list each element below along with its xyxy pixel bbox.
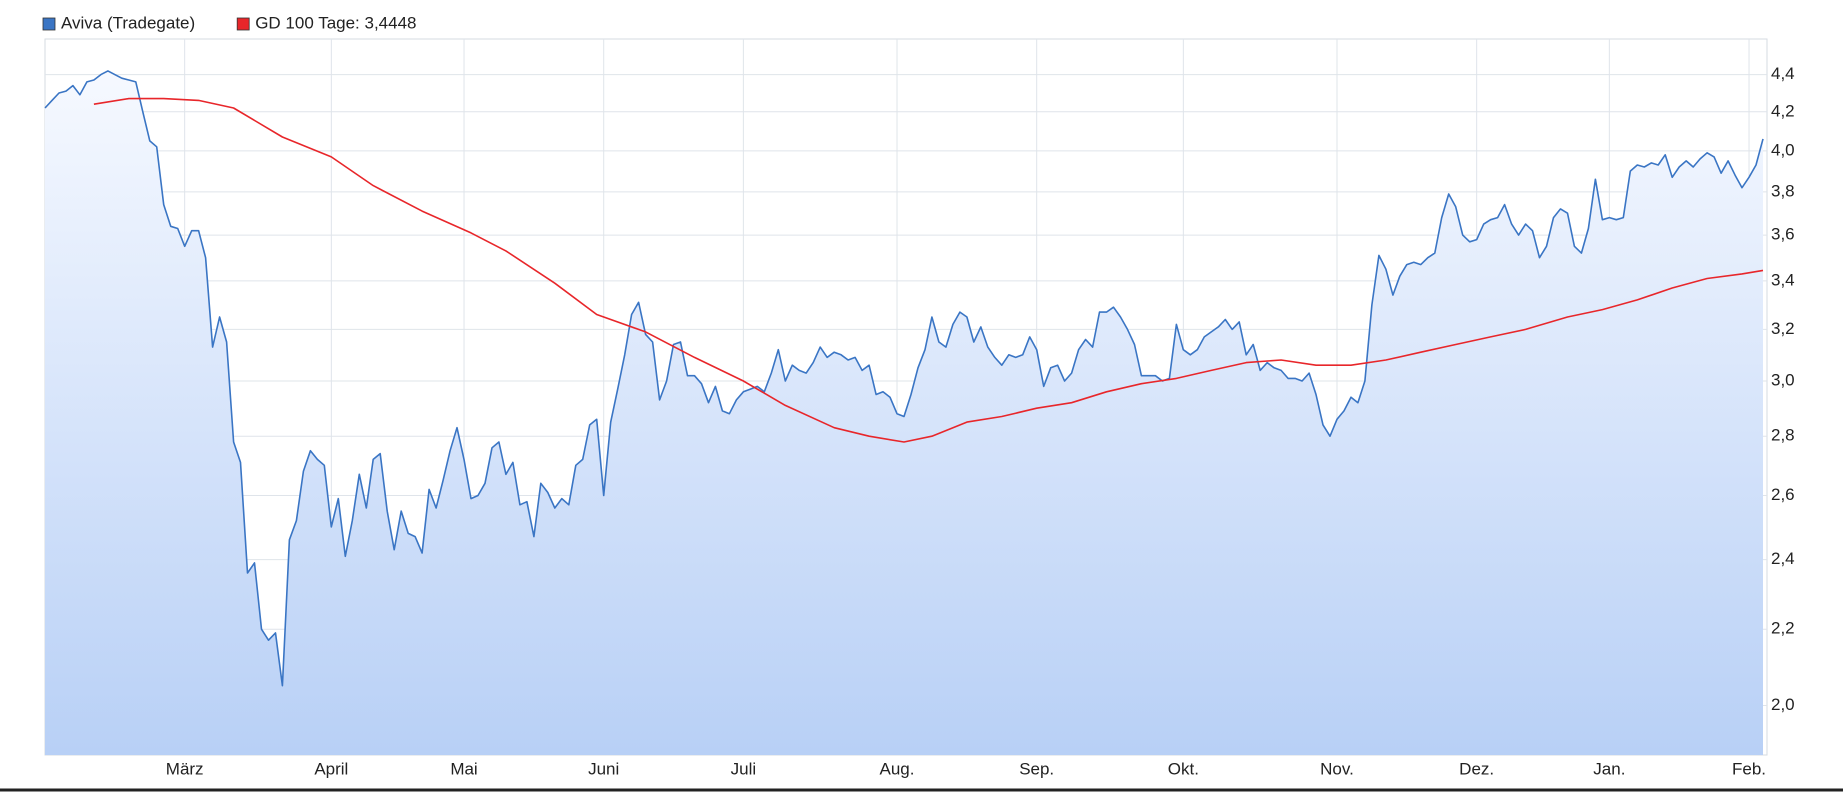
- line: [93, 97, 1764, 443]
- legend-swatch: [42, 17, 56, 31]
- y-tick-label: 3,8: [1771, 181, 1795, 200]
- legend-label: GD 100 Tage: 3,4448: [255, 13, 416, 32]
- y-tick-label: 2,8: [1771, 426, 1795, 445]
- y-tick-label: 4,0: [1771, 140, 1795, 159]
- y-tick-label: 2,2: [1771, 619, 1795, 638]
- y-tick-label: 2,4: [1771, 549, 1795, 568]
- y-tick-label: 3,0: [1771, 371, 1795, 390]
- x-tick-label: Sep.: [1019, 759, 1054, 778]
- x-tick-label: Juni: [588, 759, 619, 778]
- y-tick-label: 3,4: [1771, 270, 1795, 289]
- y-tick-label: 2,6: [1771, 485, 1795, 504]
- x-tick-label: Juli: [731, 759, 757, 778]
- x-tick-label: April: [314, 759, 348, 778]
- x-tick-label: Feb.: [1732, 759, 1766, 778]
- area: [45, 70, 1763, 755]
- y-tick-label: 3,6: [1771, 225, 1795, 244]
- x-tick-label: Mai: [450, 759, 477, 778]
- x-tick-label: Jan.: [1593, 759, 1625, 778]
- x-tick-label: Dez.: [1459, 759, 1494, 778]
- y-tick-label: 4,2: [1771, 101, 1795, 120]
- legend-label: Aviva (Tradegate): [61, 13, 195, 32]
- legend-swatch: [236, 17, 250, 31]
- line: [44, 70, 1764, 687]
- x-tick-label: März: [166, 759, 204, 778]
- x-tick-label: Okt.: [1168, 759, 1199, 778]
- x-tick-label: Aug.: [880, 759, 915, 778]
- y-tick-label: 3,2: [1771, 319, 1795, 338]
- y-tick-label: 4,4: [1771, 64, 1795, 83]
- x-tick-label: Nov.: [1320, 759, 1354, 778]
- y-tick-label: 2,0: [1771, 695, 1795, 714]
